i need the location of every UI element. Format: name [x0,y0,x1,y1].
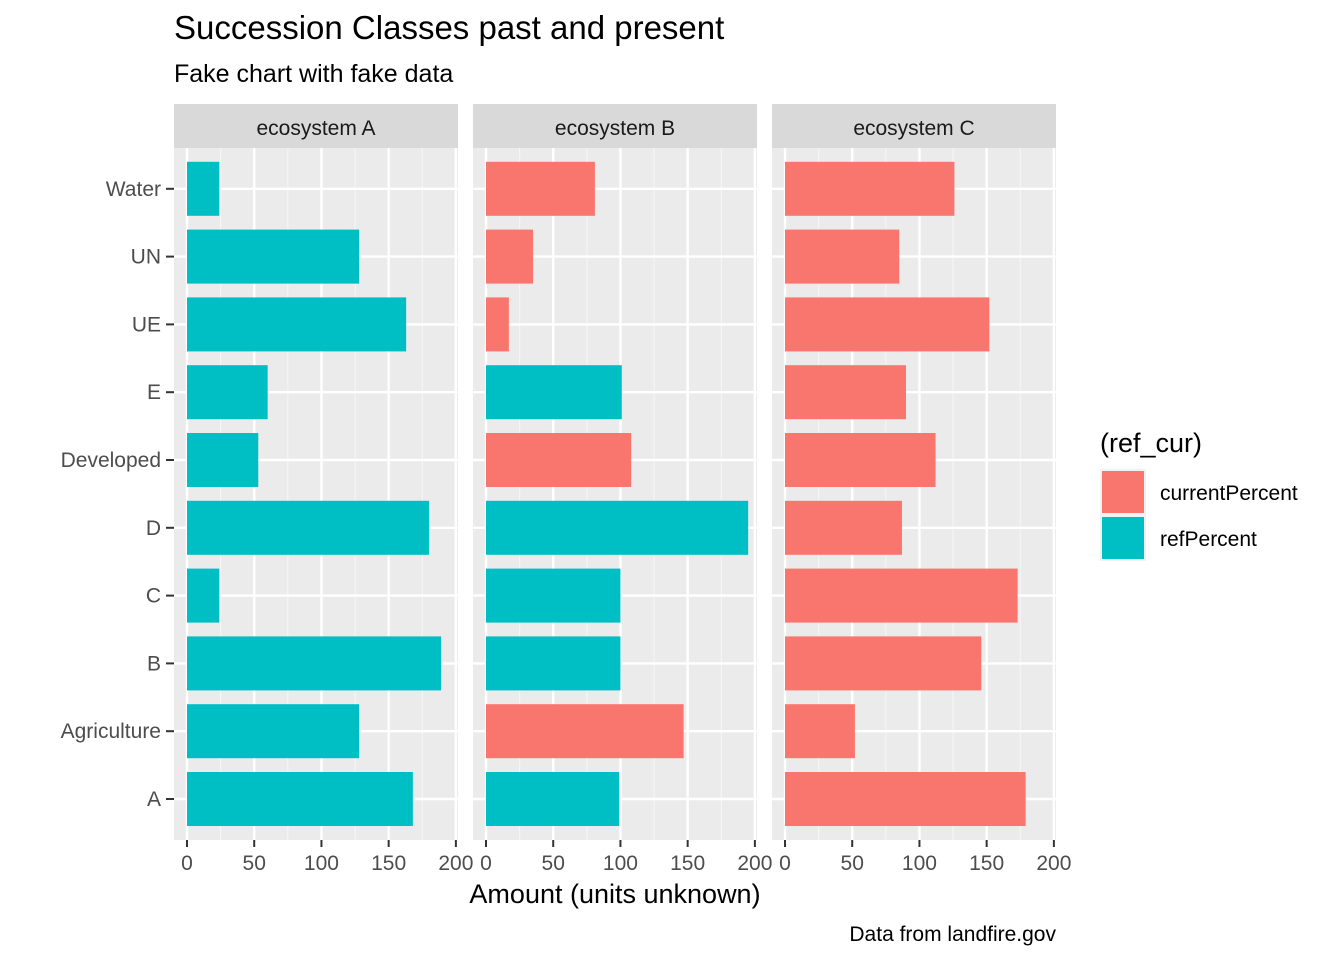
x-tick-label: 50 [243,852,266,875]
bar-a-currentpercent [785,772,1026,826]
bar-c-refpercent [486,568,621,623]
x-tick-label: 100 [304,852,339,875]
y-tick-label: A [147,788,161,811]
bar-un-currentpercent [486,229,534,284]
facet-strip [772,104,1056,148]
y-tick-label: Developed [61,449,161,472]
bar-developed-currentpercent [785,433,936,487]
bar-ue-refpercent [187,297,407,352]
chart-title: Succession Classes past and present [174,9,724,46]
facet-strip [473,104,757,148]
y-tick-label: UN [131,246,161,269]
bar-agriculture-refpercent [187,704,360,759]
legend-title: (ref_cur) [1100,428,1202,458]
y-tick-label: B [147,652,161,675]
bar-b-currentpercent [785,636,982,691]
x-tick-label: 200 [438,852,473,875]
x-tick-label: 0 [181,852,193,875]
bar-b-refpercent [486,636,621,691]
bar-un-refpercent [187,229,360,284]
y-tick-label: UE [132,313,161,336]
x-tick-label: 50 [841,852,864,875]
x-tick-label: 200 [1036,852,1071,875]
legend-swatch-currentpercent [1102,471,1144,513]
bar-e-refpercent [187,365,268,420]
bar-un-currentpercent [785,229,900,284]
bar-developed-currentpercent [486,433,632,487]
facet-ecosystem-a: ecosystem A 0 50 100 150 200 [174,104,473,875]
facet-ecosystem-b: ecosystem B 0 50 100 150 200 [473,104,772,875]
x-tick-label: 150 [969,852,1004,875]
legend-swatch-refpercent [1102,517,1144,559]
facet-strip-label: ecosystem B [555,117,675,140]
bar-d-currentpercent [785,500,902,555]
y-tick-label: D [146,517,161,540]
y-tick-label: E [147,381,161,404]
x-tick-label: 150 [371,852,406,875]
bar-a-refpercent [486,772,620,826]
x-tick-label: 0 [480,852,492,875]
bar-c-currentpercent [785,568,1018,623]
y-tick-label: C [146,585,161,608]
x-tick-label: 200 [737,852,772,875]
bar-water-currentpercent [785,161,955,216]
bar-water-currentpercent [486,161,595,216]
bar-ue-currentpercent [486,297,509,352]
y-tick-label: Water [106,178,161,201]
y-tick-label: Agriculture [61,720,161,743]
legend-label-currentpercent: currentPercent [1160,482,1298,505]
facet-ecosystem-c: ecosystem C 0 50 100 150 200 [772,104,1071,875]
x-axis-title: Amount (units unknown) [469,879,760,909]
bar-d-refpercent [187,500,429,555]
bar-a-refpercent [187,772,413,826]
x-tick-label: 150 [670,852,705,875]
facet-strip [174,104,458,148]
bar-agriculture-currentpercent [486,704,684,759]
bar-d-refpercent [486,500,749,555]
bar-ue-currentpercent [785,297,990,352]
bar-e-refpercent [486,365,622,420]
facet-strip-label: ecosystem A [256,117,375,140]
facet-strip-label: ecosystem C [853,117,974,140]
bar-b-refpercent [187,636,442,691]
bar-agriculture-currentpercent [785,704,855,759]
chart-subtitle: Fake chart with fake data [174,60,453,88]
legend-label-refpercent: refPercent [1160,528,1257,551]
x-tick-label: 0 [779,852,791,875]
facet-panels: ecosystem A 0 50 100 150 200 ecosystem B 0 50 100… [174,104,1071,875]
legend: (ref_cur) currentPercent refPercent [1100,428,1298,561]
x-tick-label: 100 [902,852,937,875]
bar-water-refpercent [187,161,220,216]
bar-developed-refpercent [187,433,259,487]
bar-c-refpercent [187,568,220,623]
y-axis: A Agriculture B C D Developed E UE UN Water [61,178,174,811]
x-tick-label: 50 [542,852,565,875]
x-tick-label: 100 [603,852,638,875]
chart-caption: Data from landfire.gov [849,923,1056,946]
bar-e-currentpercent [785,365,906,420]
